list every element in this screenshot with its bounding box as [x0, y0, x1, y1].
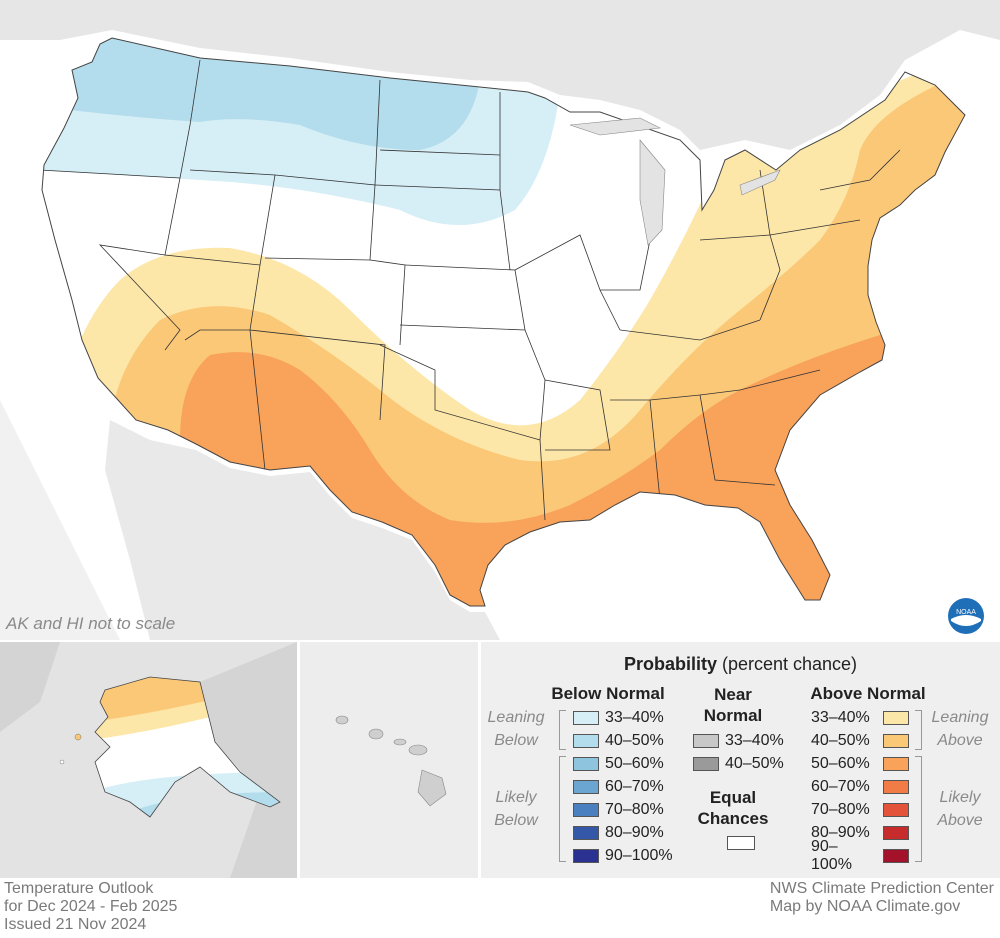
- below-normal-label: 80–90%: [605, 824, 664, 841]
- above-normal-row: 90–100%: [811, 838, 909, 873]
- near-normal-label: 33–40%: [725, 732, 784, 749]
- above-normal-label: 80–90%: [811, 824, 870, 841]
- near-normal-header-line2: Normal: [703, 706, 763, 725]
- canada-land: [0, 0, 1000, 150]
- below-normal-header: Below Normal: [551, 684, 665, 703]
- below-normal-label: 50–60%: [605, 755, 664, 772]
- bracket-likely-below: [559, 756, 566, 862]
- near-normal-row: 40–50%: [693, 754, 784, 774]
- below-normal-row: 70–80%: [573, 800, 664, 820]
- below-normal-swatch: [573, 849, 599, 863]
- near-normal-header: Near Normal: [693, 684, 773, 726]
- footer-left: Temperature Outlook for Dec 2024 - Feb 2…: [4, 880, 177, 934]
- above-normal-row: 80–90%: [811, 823, 909, 843]
- source-credit: NWS Climate Prediction Center: [769, 880, 994, 897]
- below-normal-row: 60–70%: [573, 777, 664, 797]
- above-normal-swatch: [883, 780, 909, 794]
- outlook-issued: Issued 21 Nov 2024: [4, 916, 147, 933]
- below-normal-label: 60–70%: [605, 778, 664, 795]
- hawaii-map-graphic: [335, 715, 447, 807]
- footer-right: NWS Climate Prediction Center Map by NOA…: [770, 880, 994, 916]
- above-normal-label: 60–70%: [811, 778, 870, 795]
- near-normal-swatch: [693, 734, 719, 748]
- equal-chances-swatch: [727, 836, 755, 850]
- below-normal-label: 90–100%: [605, 847, 673, 864]
- above-normal-label: 70–80%: [811, 801, 870, 818]
- near-normal-row: 33–40%: [693, 731, 784, 751]
- above-normal-swatch: [883, 757, 909, 771]
- noaa-logo-icon: NOAA: [948, 598, 984, 634]
- leaning-below-label: Leaning Below: [487, 709, 545, 749]
- lake-michigan: [639, 139, 666, 246]
- above-normal-swatch: [883, 826, 909, 840]
- below-normal-swatch: [573, 826, 599, 840]
- noaa-logo-text: NOAA: [956, 609, 976, 616]
- below-normal-row: 33–40%: [573, 708, 664, 728]
- lake-erie: [739, 169, 781, 196]
- canada-land-ak: [200, 642, 297, 878]
- conus-map: AK and HI not to scale NOAA: [0, 0, 1000, 640]
- noaa-logo: NOAA: [947, 597, 985, 635]
- bracket-leaning-above: [915, 710, 922, 750]
- us-outline: [41, 37, 966, 607]
- above-normal-swatch: [883, 803, 909, 817]
- above-normal-swatch: [883, 734, 909, 748]
- alaska-map-graphic: [0, 642, 297, 878]
- big-island: [417, 769, 447, 807]
- near-normal-header-line1: Near: [714, 685, 752, 704]
- hawaii-inset: [300, 642, 478, 878]
- above-normal-label: 33–40%: [811, 709, 870, 726]
- likely-above-label: Likely Above: [937, 789, 983, 829]
- likely-below-label: Likely Below: [494, 789, 538, 829]
- above-normal-row: 33–40%: [811, 708, 909, 728]
- below-normal-swatch: [573, 734, 599, 748]
- below-normal-row: 90–100%: [573, 846, 673, 866]
- mexico-land: [105, 420, 500, 640]
- outlook-period: for Dec 2024 - Feb 2025: [4, 898, 178, 915]
- legend-title-bold: Probability: [623, 654, 717, 674]
- pacific-area: [0, 400, 120, 640]
- below-normal-swatch: [573, 803, 599, 817]
- below-normal-label: 33–40%: [605, 709, 664, 726]
- state-boundaries: [42, 59, 901, 521]
- near-normal-label: 40–50%: [725, 755, 784, 772]
- legend-title-rest: (percent chance): [716, 654, 858, 674]
- alaska-inset: [0, 642, 297, 878]
- above-normal-swatch: [883, 711, 909, 725]
- outlook-title: Temperature Outlook: [4, 880, 154, 897]
- below-normal-label: 40–50%: [605, 732, 664, 749]
- above-normal-label: 90–100%: [811, 838, 852, 873]
- above-normal-row: 60–70%: [811, 777, 909, 797]
- bracket-likely-above: [915, 756, 922, 862]
- legend: Probability (percent chance) Below Norma…: [481, 642, 1000, 878]
- leaning-above-label: Leaning Above: [931, 709, 989, 749]
- above-normal-label: 40–50%: [811, 732, 870, 749]
- scale-note: AK and HI not to scale: [6, 614, 176, 633]
- conus-map-graphic: [0, 0, 1000, 640]
- legend-title: Probability (percent chance): [481, 654, 1000, 675]
- above-normal-row: 50–60%: [811, 754, 909, 774]
- below-normal-swatch: [573, 711, 599, 725]
- lake-superior: [569, 117, 662, 136]
- below-normal-row: 40–50%: [573, 731, 664, 751]
- above-normal-label: 50–60%: [811, 755, 870, 772]
- russia-land: [0, 642, 60, 732]
- below-normal-label: 70–80%: [605, 801, 664, 818]
- above-normal-header: Above Normal: [810, 684, 926, 703]
- above-normal-row: 40–50%: [811, 731, 909, 751]
- above-normal-swatch: [883, 849, 909, 863]
- below-normal-swatch: [573, 757, 599, 771]
- below-normal-row: 50–60%: [573, 754, 664, 774]
- alaska-outline: [94, 676, 281, 818]
- below-normal-swatch: [573, 780, 599, 794]
- below-normal-row: 80–90%: [573, 823, 664, 843]
- near-normal-swatch: [693, 757, 719, 771]
- map-credit: Map by NOAA Climate.gov: [769, 898, 961, 915]
- bracket-leaning-below: [559, 710, 566, 750]
- above-normal-row: 70–80%: [811, 800, 909, 820]
- equal-chances-label: Equal Chances: [697, 788, 769, 828]
